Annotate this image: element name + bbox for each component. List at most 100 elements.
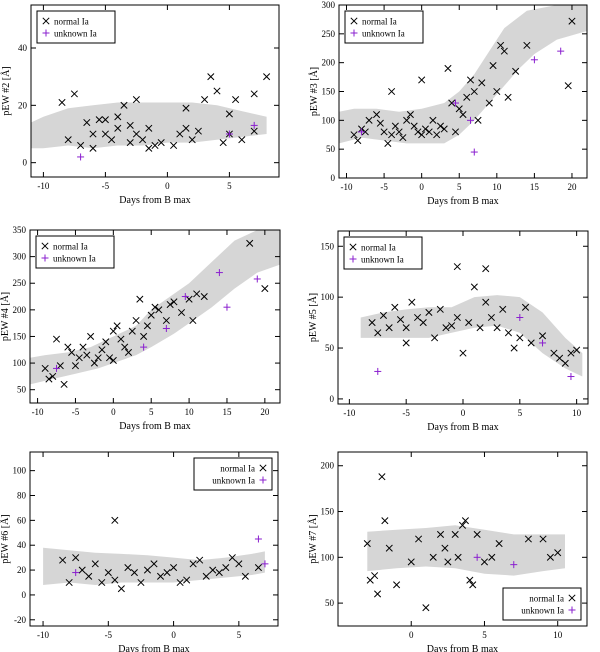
normal-ia-point	[196, 556, 204, 564]
normal-ia-point	[45, 375, 53, 383]
unknown-ia-point	[181, 293, 189, 301]
y-tick-label: 300	[322, 0, 336, 10]
normal-ia-point	[128, 327, 136, 335]
normal-ia-point	[225, 110, 233, 118]
normal-ia-point	[461, 517, 469, 525]
normal-ia-point	[453, 263, 461, 271]
x-tick-label: 10	[572, 408, 582, 418]
normal-ia-point	[402, 324, 410, 332]
normal-ia-point	[109, 356, 117, 364]
normal-ia-point	[448, 99, 456, 107]
y-tick-label: 50	[17, 385, 27, 395]
normal-ia-point	[391, 122, 399, 130]
y-tick-label: 100	[321, 552, 335, 562]
normal-ia-point	[132, 130, 140, 138]
normal-ia-point	[421, 125, 429, 133]
normal-ia-point	[393, 581, 401, 589]
y-tick-label: 50	[326, 144, 336, 154]
normal-ia-point	[235, 560, 243, 568]
legend-box	[193, 457, 273, 491]
normal-ia-point	[170, 564, 178, 572]
normal-ia-point	[365, 116, 373, 124]
normal-ia-point	[155, 306, 163, 314]
normal-ia-point	[241, 572, 249, 580]
legend-unknown-marker	[259, 476, 267, 484]
normal-ia-point	[512, 67, 520, 75]
normal-ia-point	[94, 354, 102, 362]
normal-ia-point	[440, 125, 448, 133]
y-tick-label: 0	[23, 158, 28, 168]
normal-ia-point	[487, 313, 495, 322]
normal-ia-point	[139, 136, 147, 144]
normal-ia-point	[182, 104, 190, 112]
x-tick-label: 15	[222, 407, 232, 417]
unknown-ia-point	[516, 314, 524, 321]
legend-unknown-marker	[41, 254, 49, 262]
normal-ia-point	[504, 329, 513, 337]
x-tick-label: 10	[492, 182, 502, 192]
y-tick-label: 20	[18, 100, 28, 110]
normal-ia-point	[250, 90, 258, 98]
normal-ia-point	[126, 121, 134, 129]
normal-ia-point	[91, 560, 99, 568]
normal-ia-point	[58, 98, 66, 107]
unknown-ia-point	[557, 47, 565, 55]
normal-ia-point	[388, 131, 396, 139]
normal-ia-point	[228, 554, 236, 562]
normal-ia-point	[402, 339, 410, 347]
normal-ia-point	[388, 87, 396, 96]
template-band	[339, 5, 587, 144]
normal-ia-point	[87, 332, 95, 341]
normal-ia-point	[207, 73, 215, 81]
normal-ia-point	[151, 141, 159, 150]
normal-ia-point	[59, 556, 67, 564]
panel-1: -10 -5 0 5 0 20 40 Days from B max pEW #2 [Å] nor…	[0, 4, 280, 206]
normal-ia-point	[433, 131, 441, 139]
normal-ia-point	[166, 300, 174, 309]
x-tick-label: 0	[409, 630, 414, 640]
normal-ia-point	[395, 128, 403, 136]
normal-ia-point	[147, 311, 155, 319]
unknown-ia-point	[72, 569, 80, 577]
legend: normal Ia unknown Ia	[502, 587, 582, 621]
y-axis-label: pEW #5 [Å]	[307, 293, 319, 342]
normal-ia-point	[524, 535, 532, 543]
legend-box	[344, 10, 424, 44]
normal-ia-point	[521, 303, 530, 311]
normal-ia-point	[85, 572, 93, 580]
normal-ia-point	[189, 316, 197, 325]
normal-ia-point	[77, 141, 85, 150]
normal-ia-point	[78, 566, 86, 574]
x-tick-label: -5	[105, 630, 113, 640]
normal-ia-point	[567, 349, 575, 357]
normal-ia-point	[222, 564, 230, 572]
y-tick-label: 200	[322, 58, 336, 68]
panel-5: -10 -5 0 5 -20 0 20 40 60 80 100 Days from B max pEW…	[0, 451, 279, 652]
plot-frame	[337, 451, 588, 627]
normal-ia-point	[480, 558, 489, 566]
normal-ia-point	[374, 329, 382, 337]
unknown-ia-point	[567, 373, 575, 381]
x-tick-label: 5	[237, 630, 242, 640]
normal-ia-point	[425, 128, 433, 136]
normal-ia-point	[378, 473, 386, 481]
normal-ia-point	[500, 47, 508, 55]
x-tick-label: -5	[72, 407, 80, 417]
normal-ia-point	[185, 295, 193, 303]
y-tick-label: -20	[14, 615, 26, 625]
unknown-ia-point	[77, 153, 85, 161]
normal-ia-point	[117, 585, 125, 593]
normal-ia-point	[458, 521, 467, 529]
normal-ia-point	[121, 343, 129, 351]
legend-normal-label: normal Ia	[529, 594, 564, 604]
unknown-ia-point	[254, 535, 262, 543]
y-tick-label: 200	[13, 305, 27, 315]
normal-ia-point	[215, 569, 223, 577]
normal-ia-point	[385, 324, 393, 332]
legend-unknown-label: unknown Ia	[54, 29, 97, 39]
y-tick-label: 60	[17, 515, 27, 525]
normal-ia-point	[95, 116, 103, 124]
normal-ia-point	[368, 319, 376, 327]
normal-ia-point	[419, 319, 427, 327]
